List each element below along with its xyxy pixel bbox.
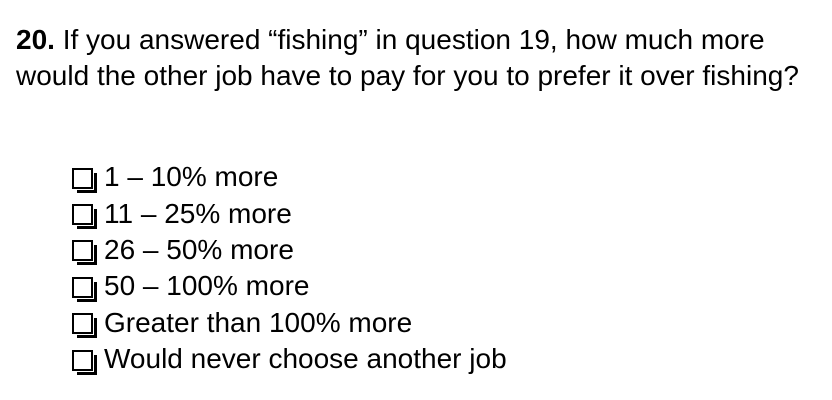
option-label: 1 – 10% more <box>104 161 279 193</box>
option-label: 11 – 25% more <box>104 197 292 229</box>
question-prompt: If you answered “fishing” in question 19… <box>16 24 799 91</box>
question-text-block: 20. If you answered “fishing” in questio… <box>16 22 816 94</box>
question-number: 20. <box>16 24 55 55</box>
option-50-100-percent[interactable]: 50 – 100% more <box>72 268 507 304</box>
checkbox-icon[interactable] <box>72 349 97 375</box>
option-label: 50 – 100% more <box>104 270 310 302</box>
checkbox-icon[interactable] <box>72 313 97 339</box>
option-26-50-percent[interactable]: 26 – 50% more <box>72 232 507 268</box>
option-label: Greater than 100% more <box>104 306 413 338</box>
checkbox-icon[interactable] <box>72 276 97 302</box>
option-label: 26 – 50% more <box>104 233 294 265</box>
checkbox-icon[interactable] <box>72 240 97 266</box>
option-never-choose-another-job[interactable]: Would never choose another job <box>72 341 507 377</box>
option-greater-than-100-percent[interactable]: Greater than 100% more <box>72 305 507 341</box>
option-11-25-percent[interactable]: 11 – 25% more <box>72 195 507 231</box>
answer-options-list: 1 – 10% more 11 – 25% more 26 – 50% more… <box>72 159 507 377</box>
checkbox-icon[interactable] <box>72 204 97 230</box>
option-label: Would never choose another job <box>104 343 507 375</box>
checkbox-icon[interactable] <box>72 167 97 193</box>
option-1-10-percent[interactable]: 1 – 10% more <box>72 159 507 195</box>
